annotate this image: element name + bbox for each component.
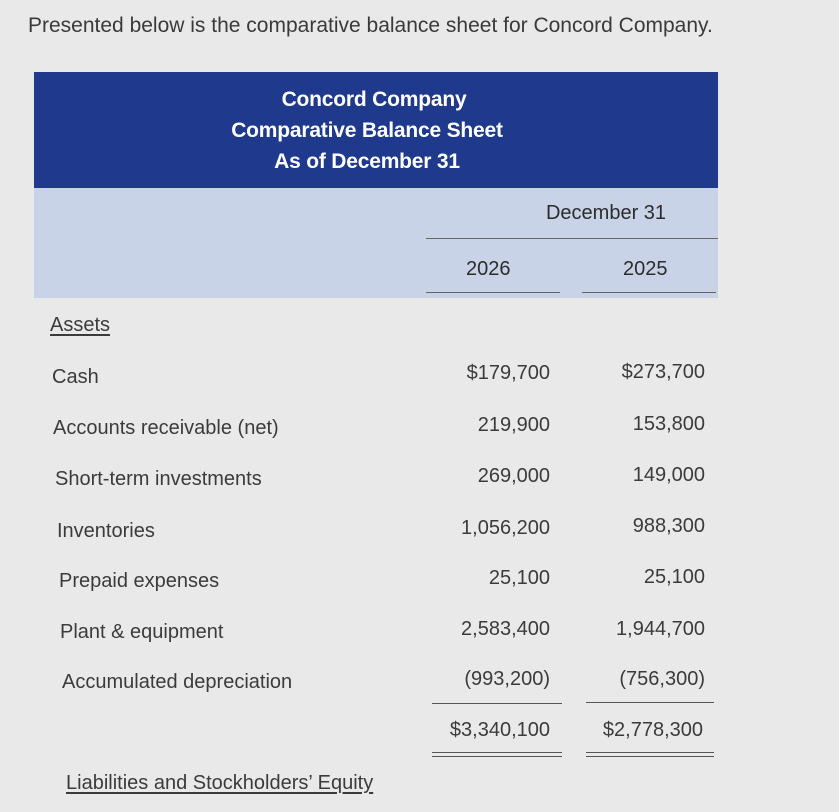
value-2025: 153,800 <box>632 413 705 435</box>
row-label: Inventories <box>57 520 155 542</box>
row-label: Accounts receivable (net) <box>53 417 279 439</box>
column-header-band: December 31 2026 2025 <box>34 188 718 298</box>
year-2025-header: 2025 <box>623 258 668 280</box>
value-2025: $273,700 <box>621 361 705 383</box>
row-label: Accumulated depreciation <box>62 671 293 693</box>
value-2026: 2,583,400 <box>461 618 550 640</box>
column-group-rule <box>426 238 718 239</box>
value-2026: 269,000 <box>477 465 550 487</box>
statement-date: As of December 31 <box>274 150 460 173</box>
total-2026: $3,340,100 <box>449 719 550 741</box>
row-label: Short-term investments <box>55 468 262 490</box>
value-2026: 219,900 <box>477 414 550 436</box>
year-2025-rule <box>582 292 716 293</box>
row-label: Plant & equipment <box>60 621 224 643</box>
year-2026-header: 2026 <box>466 258 511 280</box>
year-2026-rule <box>426 292 560 293</box>
statement-header: Concord Company Comparative Balance Shee… <box>34 72 718 190</box>
value-2025: 149,000 <box>632 464 705 486</box>
value-2026: 25,100 <box>488 567 550 589</box>
value-2025: (756,300) <box>619 668 705 690</box>
total-double-rule-2026 <box>432 752 562 757</box>
row-label: Prepaid expenses <box>59 570 220 592</box>
total-double-rule-2025 <box>586 752 714 757</box>
company-name: Concord Company <box>281 88 467 111</box>
liabilities-heading: Liabilities and Stockholders’ Equity <box>66 772 374 794</box>
subtotal-rule-2025 <box>586 702 714 703</box>
intro-text: Presented below is the comparative balan… <box>28 14 713 37</box>
value-2025: 988,300 <box>632 515 705 537</box>
value-2026: 1,056,200 <box>461 517 550 539</box>
total-2025: $2,778,300 <box>602 719 703 741</box>
value-2025: 25,100 <box>643 566 705 588</box>
value-2026: (993,200) <box>464 668 550 690</box>
column-group-label: December 31 <box>545 202 667 224</box>
value-2026: $179,700 <box>466 362 550 384</box>
subtotal-rule-2026 <box>432 703 562 704</box>
value-2025: 1,944,700 <box>616 618 705 640</box>
assets-heading: Assets <box>50 314 111 336</box>
statement-title: Comparative Balance Sheet <box>231 119 503 142</box>
row-label: Cash <box>52 366 99 388</box>
